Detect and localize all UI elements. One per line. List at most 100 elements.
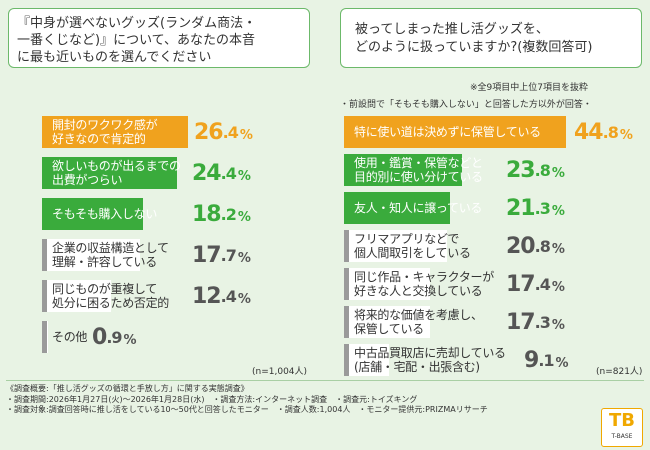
left-bar-row: その他 0.9% [42, 321, 188, 353]
left-bar [42, 321, 48, 353]
right-value-label: 17.4% [506, 268, 565, 300]
right-bar [344, 268, 431, 300]
left-bar-label-line: 企業の収益構造として [52, 241, 169, 255]
left-value-label: 12.4% [192, 280, 251, 312]
right-value-unit: % [551, 317, 565, 333]
left-question-line-3: に最も近いものを選んでください [17, 50, 212, 65]
right-bar-label-line: 友人・知人に譲っている [354, 201, 483, 215]
left-value-unit: % [123, 332, 137, 348]
left-question-box: 『中身が選べないグッズ(ランダム商法・ 一番くじなど)』について、あなたの本音 … [8, 8, 310, 68]
left-bar-row: 開封のワクワク感が 好きなので肯定的 26.4% [42, 116, 253, 148]
right-bar-label-line: 好きな人と交換している [354, 284, 483, 298]
left-bar-label: 同じものが重複して 処分に困るため否定的 [52, 280, 169, 312]
footer-line-3: ・調査対象:調査回答時に推し活をしている10〜50代と回答したモニター ・調査人… [6, 405, 488, 414]
right-question-line-1: 被ってしまった推し活グッズを、 [355, 22, 549, 37]
right-value-number: 9 [524, 347, 539, 373]
right-value-decimal: .3 [534, 312, 551, 332]
right-bar [344, 154, 462, 186]
left-value-number: 12 [192, 283, 222, 309]
logo-mark: TB [609, 410, 635, 431]
right-value-number: 17 [506, 309, 536, 335]
left-bar-label-line: 欲しいものが出るまでの [52, 159, 181, 173]
left-value-number: 17 [192, 242, 222, 268]
right-question-box: 被ってしまった推し活グッズを、 どのように扱っていますか?(複数回答可) [340, 8, 642, 68]
left-value-decimal: .2 [220, 204, 237, 224]
right-bar-row: 同じ作品・キャラクターが 好きな人と交換している 17.4% [344, 268, 566, 300]
right-subnote: ・前設問で「そもそも購入しない」と回答した方以外が回答・ [340, 100, 592, 110]
left-n-label: (n=1,004人) [252, 367, 308, 377]
left-value-number: 24 [192, 160, 222, 186]
right-value-number: 21 [506, 195, 536, 221]
left-bar-label: そもそも購入しない [52, 198, 157, 230]
left-bar-label-line: 理解・許容している [52, 255, 157, 269]
right-value-number: 23 [506, 157, 536, 183]
right-bar-label: フリマアプリなどで 個人間取引をしている [354, 230, 471, 262]
right-bar [344, 306, 430, 338]
left-value-number: 26 [194, 119, 224, 145]
footer-divider [6, 380, 644, 381]
right-value-decimal: .3 [534, 198, 551, 218]
left-bar [42, 198, 143, 230]
left-question-line-1: 『中身が選べないグッズ(ランダム商法・ [17, 16, 257, 31]
right-value-number: 44 [574, 119, 604, 145]
right-value-label: 9.1% [524, 344, 569, 376]
right-value-label: 17.3% [506, 306, 565, 338]
right-bar [344, 192, 450, 224]
left-value-number: 18 [192, 201, 222, 227]
logo-text: T-BASE [611, 433, 633, 440]
right-value-decimal: .1 [538, 350, 554, 370]
right-bar [344, 116, 566, 148]
left-bar [42, 116, 188, 148]
right-bar-row: 中古品買取店に売却している (店舗・宅配・出張含む) 9.1% [344, 344, 569, 376]
right-bar-label-line: 中古品買取店に売却している [354, 346, 506, 360]
right-bar-row: 使用・鑑賞・保管などと 目的別に使い分けている 23.8% [344, 154, 566, 186]
right-bar-label-line: (店舗・宅配・出張含む) [354, 360, 480, 374]
right-value-decimal: .4 [534, 274, 551, 294]
right-bar [344, 230, 448, 262]
left-bar [42, 280, 111, 312]
left-bar-row: そもそも購入しない 18.2% [42, 198, 251, 230]
left-value-unit: % [237, 168, 251, 184]
left-value-label: 0.9% [92, 321, 137, 353]
left-bar-label: 企業の収益構造として 理解・許容している [52, 239, 169, 271]
left-bar-label-line: 出費がつらい [52, 173, 123, 187]
left-value-label: 24.4% [192, 157, 251, 189]
left-bar-label-line: 処分に困るため否定的 [52, 296, 170, 310]
right-bar-label-line: 目的別に使い分けている [354, 170, 483, 184]
left-bar-row: 企業の収益構造として 理解・許容している 17.7% [42, 239, 251, 271]
left-value-unit: % [237, 250, 251, 266]
left-value-unit: % [239, 127, 253, 143]
right-bar-label-line: 特に使い道は決めずに保管している [354, 125, 541, 139]
left-bar-label: 開封のワクワク感が 好きなので肯定的 [52, 116, 158, 148]
right-value-label: 20.8% [506, 230, 565, 262]
right-value-number: 17 [506, 271, 536, 297]
left-value-decimal: .4 [220, 163, 237, 183]
left-value-label: 17.7% [192, 239, 251, 271]
left-value-decimal: .4 [222, 122, 239, 142]
left-bar-label: その他 [52, 321, 87, 353]
t-base-logo: TB T-BASE [601, 408, 643, 447]
right-bar-label-line: 同じ作品・キャラクターが [354, 270, 494, 284]
left-bar-label-line: その他 [52, 330, 88, 344]
right-bar-label: 将来的な価値を考慮し、 保管している [354, 306, 483, 338]
left-bar-label: 欲しいものが出るまでの 出費がつらい [52, 157, 181, 189]
right-bar-label: 使用・鑑賞・保管などと 目的別に使い分けている [354, 154, 483, 186]
footer-line-1: 《調査概要:「推し活グッズの循環と手放し方」に関する実態調査》 [6, 384, 249, 393]
right-value-unit: % [551, 165, 565, 181]
left-bar [42, 157, 177, 189]
left-bar [42, 239, 140, 271]
left-bar-label-line: 好きなので肯定的 [52, 132, 146, 146]
right-bar-label: 友人・知人に譲っている [354, 192, 482, 224]
right-value-unit: % [619, 127, 633, 143]
left-value-label: 26.4% [194, 116, 253, 148]
right-value-decimal: .8 [602, 122, 619, 142]
right-value-decimal: .8 [534, 236, 551, 256]
left-bar-chart: 開封のワクワク感が 好きなので肯定的 26.4% 欲しいものが出るまでの 出費がつらい 2… [42, 116, 312, 386]
right-bar-row: 友人・知人に譲っている 21.3% [344, 192, 566, 224]
left-bar-label-line: そもそも購入しない [52, 207, 158, 221]
left-value-unit: % [237, 209, 251, 225]
footer-line-2: ・調査期間:2026年1月27日(火)〜2026年1月28日(水) ・調査方法:… [6, 394, 418, 404]
right-value-label: 44.8% [574, 116, 633, 148]
survey-footer: 《調査概要:「推し活グッズの循環と手放し方」に関する実態調査》 ・調査期間:20… [6, 384, 606, 416]
